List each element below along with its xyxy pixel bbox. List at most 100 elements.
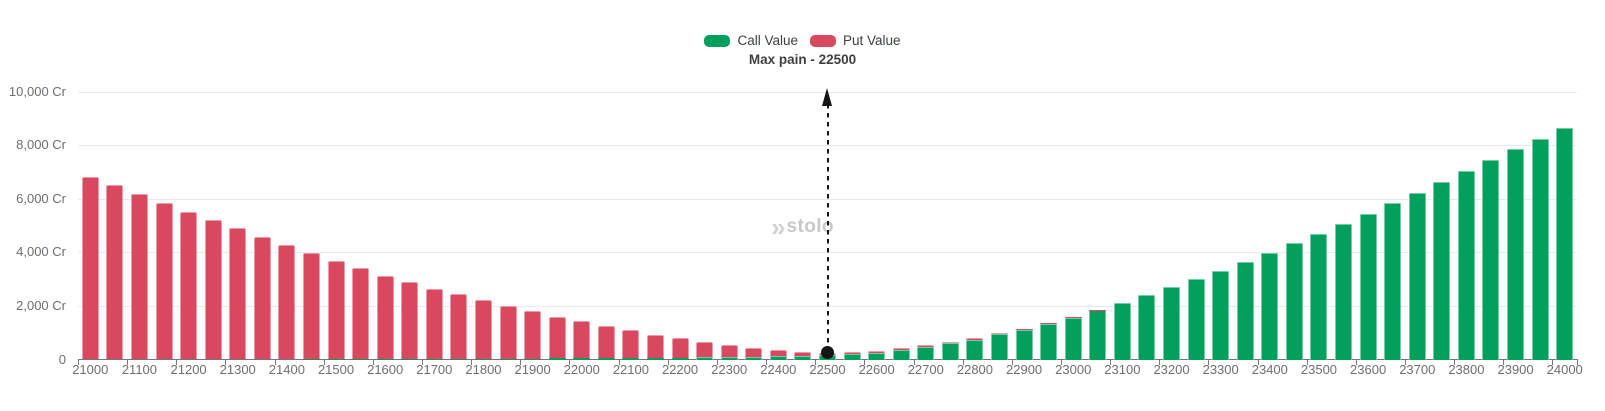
call-bar[interactable]	[1531, 138, 1549, 360]
call-bar[interactable]	[524, 358, 542, 360]
put-bar[interactable]	[794, 351, 812, 356]
call-bar[interactable]	[696, 357, 714, 360]
call-bar[interactable]	[548, 358, 566, 360]
call-bar[interactable]	[1064, 317, 1082, 360]
axis-tick	[962, 360, 964, 365]
call-bar[interactable]	[474, 358, 492, 360]
legend-item-call-value[interactable]: Call Value	[704, 34, 798, 48]
put-bar[interactable]	[769, 350, 787, 357]
put-bar[interactable]	[376, 275, 394, 360]
put-bar[interactable]	[843, 352, 861, 355]
put-bar[interactable]	[696, 341, 714, 358]
call-bar[interactable]	[450, 358, 468, 360]
call-bar[interactable]	[1359, 214, 1377, 360]
y-axis-label: 6,000 Cr	[16, 190, 66, 206]
put-bar[interactable]	[671, 337, 689, 358]
call-bar[interactable]	[1384, 203, 1402, 360]
call-bar[interactable]	[1335, 223, 1353, 360]
call-bar[interactable]	[843, 354, 861, 360]
axis-tick	[1404, 360, 1406, 365]
put-bar[interactable]	[450, 293, 468, 359]
put-bar[interactable]	[1015, 328, 1033, 330]
call-bar[interactable]	[573, 358, 591, 360]
call-bar[interactable]	[991, 334, 1009, 360]
axis-tick	[274, 360, 276, 365]
put-bar[interactable]	[868, 350, 886, 353]
put-bar[interactable]	[622, 329, 640, 358]
call-bar[interactable]	[646, 357, 664, 360]
call-bar[interactable]	[941, 343, 959, 360]
put-bar[interactable]	[524, 310, 542, 359]
put-bar[interactable]	[1040, 322, 1058, 324]
put-bar[interactable]	[130, 193, 148, 360]
put-bar[interactable]	[745, 347, 763, 357]
put-bar[interactable]	[302, 252, 320, 360]
call-bar[interactable]	[1261, 252, 1279, 360]
put-bar[interactable]	[180, 211, 198, 360]
call-bar[interactable]	[597, 358, 615, 360]
call-bar[interactable]	[401, 358, 419, 360]
axis-tick	[667, 360, 669, 365]
call-bar[interactable]	[1089, 310, 1107, 360]
put-bar[interactable]	[892, 348, 910, 351]
put-bar[interactable]	[474, 299, 492, 359]
call-bar[interactable]	[1187, 279, 1205, 360]
put-bar[interactable]	[253, 236, 271, 360]
legend-item-put-value[interactable]: Put Value	[810, 34, 901, 48]
put-bar[interactable]	[941, 341, 959, 344]
call-bar[interactable]	[1236, 261, 1254, 360]
put-bar[interactable]	[1064, 316, 1082, 318]
put-bar[interactable]	[548, 316, 566, 359]
call-bar[interactable]	[1408, 193, 1426, 360]
call-bar[interactable]	[1507, 149, 1525, 360]
put-bar[interactable]	[597, 326, 615, 359]
call-bar[interactable]	[794, 355, 812, 360]
call-bar[interactable]	[917, 347, 935, 360]
put-bar[interactable]	[401, 282, 419, 359]
call-bar[interactable]	[1433, 181, 1451, 360]
put-bar[interactable]	[425, 288, 443, 359]
put-bar[interactable]	[229, 228, 247, 360]
call-bar[interactable]	[769, 356, 787, 360]
put-bar[interactable]	[352, 267, 370, 360]
axis-tick	[323, 360, 325, 365]
call-bar[interactable]	[1285, 243, 1303, 360]
call-value-swatch-icon	[704, 35, 731, 47]
call-bar[interactable]	[892, 350, 910, 360]
put-bar[interactable]	[966, 338, 984, 340]
call-bar[interactable]	[1482, 159, 1500, 360]
call-bar[interactable]	[1138, 294, 1156, 360]
call-bar[interactable]	[1040, 323, 1058, 360]
call-bar[interactable]	[425, 358, 443, 360]
put-bar[interactable]	[155, 202, 173, 360]
put-bar[interactable]	[278, 245, 296, 360]
call-bar[interactable]	[1556, 128, 1574, 360]
put-bar[interactable]	[991, 332, 1009, 335]
call-bar[interactable]	[1310, 233, 1328, 360]
put-bar[interactable]	[106, 185, 124, 360]
call-bar[interactable]	[868, 352, 886, 360]
call-bar[interactable]	[1113, 302, 1131, 360]
put-bar[interactable]	[81, 176, 99, 360]
call-bar[interactable]	[966, 340, 984, 360]
put-bar[interactable]	[327, 260, 345, 360]
call-bar[interactable]	[720, 356, 738, 360]
y-axis-label: 8,000 Cr	[16, 137, 66, 153]
put-bar[interactable]	[573, 321, 591, 359]
put-bar[interactable]	[499, 305, 517, 359]
put-bar[interactable]	[204, 220, 222, 360]
watermark: » stolo	[0, 214, 1605, 240]
axis-tick	[127, 360, 129, 365]
call-bar[interactable]	[622, 357, 640, 360]
axis-tick	[422, 360, 424, 365]
call-bar[interactable]	[671, 357, 689, 360]
call-bar[interactable]	[499, 358, 517, 360]
call-bar[interactable]	[1015, 329, 1033, 360]
call-bar[interactable]	[1212, 270, 1230, 360]
call-bar[interactable]	[1457, 170, 1475, 360]
put-bar[interactable]	[917, 345, 935, 348]
call-bar[interactable]	[1163, 287, 1181, 360]
put-bar[interactable]	[646, 334, 664, 358]
put-bar[interactable]	[720, 345, 738, 357]
call-bar[interactable]	[745, 356, 763, 360]
